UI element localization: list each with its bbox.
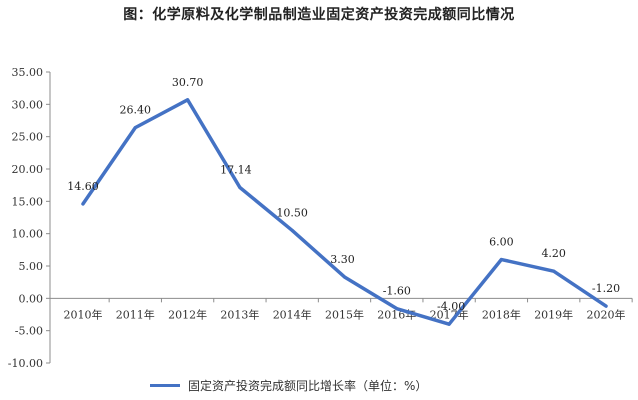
data-point: [552, 269, 556, 273]
series-line: [81, 98, 608, 326]
data-point: [343, 275, 346, 279]
data-point: [238, 185, 242, 189]
data-label: 30.70: [172, 76, 204, 89]
x-tick-label: 2019年: [534, 307, 573, 321]
x-tick-label: 2010年: [64, 307, 103, 321]
y-tick-label: -10.00: [8, 357, 43, 370]
data-point: [290, 228, 294, 232]
legend-swatch: [150, 383, 180, 387]
x-tick-label: 2020年: [587, 307, 626, 321]
legend: 固定资产投资完成额同比增长率（单位：%）: [150, 375, 427, 395]
data-label: 17.14: [220, 163, 252, 176]
data-label: -1.60: [383, 285, 411, 298]
y-tick-label: 15.00: [12, 195, 44, 208]
data-point: [604, 304, 608, 308]
data-point: [499, 258, 503, 262]
data-label: 4.20: [541, 247, 566, 260]
data-point: [395, 307, 399, 311]
data-label: 26.40: [120, 104, 152, 117]
data-label: 3.30: [330, 253, 355, 266]
data-point: [447, 322, 451, 326]
y-tick-label: 30.00: [12, 98, 44, 111]
data-point: [133, 126, 137, 130]
y-tick-label: 0.00: [19, 292, 44, 305]
data-label: -1.20: [592, 282, 620, 295]
x-tick-label: 2018年: [482, 307, 521, 321]
y-tick-label: 25.00: [12, 131, 44, 144]
y-tick-label: 5.00: [19, 260, 44, 273]
data-label: -4.00: [437, 300, 465, 313]
data-point: [186, 98, 190, 102]
chart-title: 图：化学原料及化学制品制造业固定资产投资完成额同比情况: [123, 7, 515, 23]
y-tick-label: 10.00: [12, 228, 44, 241]
y-tick-label: -5.00: [15, 325, 43, 338]
x-tick-label: 2013年: [220, 307, 259, 321]
x-tick-label: 2011年: [116, 307, 155, 321]
legend-label: 固定资产投资完成额同比增长率（单位：%）: [188, 378, 428, 393]
data-label: 10.50: [276, 206, 308, 219]
data-label: 14.60: [67, 180, 99, 193]
y-tick-label: 35.00: [12, 66, 44, 79]
y-tick-label: 20.00: [12, 163, 44, 176]
x-tick-label: 2014年: [273, 307, 312, 321]
data-point: [81, 202, 85, 206]
x-tick-label: 2012年: [168, 307, 207, 321]
x-tick-label: 2015年: [325, 307, 364, 321]
data-label: 6.00: [489, 236, 514, 249]
